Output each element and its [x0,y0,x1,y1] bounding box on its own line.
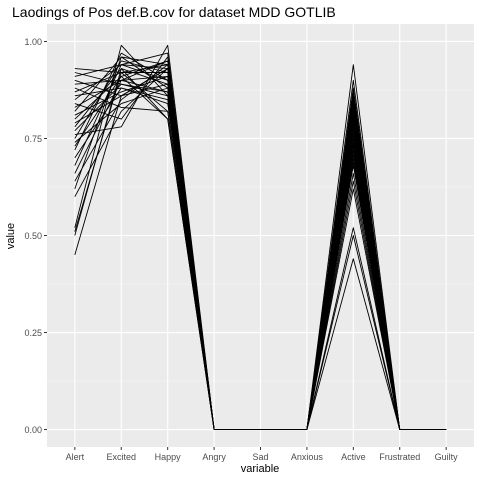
series-lines [74,44,447,430]
x-axis-label: variable [241,463,280,475]
series-line [74,64,447,430]
x-tick-label: Frustrated [379,452,420,462]
x-tick-label: Guilty [435,452,459,462]
y-tick-label: 1.00 [24,37,42,47]
y-axis: 0.00 0.25 0.50 0.75 1.00 [24,37,47,435]
y-tick-label: 0.25 [24,328,42,338]
x-tick-label: Alert [66,452,85,462]
x-tick-label: Anxious [291,452,324,462]
y-axis-label: value [5,223,17,249]
y-tick-label: 0.50 [24,231,42,241]
x-tick-label: Happy [155,452,182,462]
major-gridlines [47,24,474,447]
x-axis: Alert Excited Happy Angry Sad Anxious Active Fr… [66,447,459,462]
y-tick-label: 0.00 [24,425,42,435]
chart-title: Laodings of Pos def.B.cov for dataset MD… [12,4,336,20]
x-tick-label: Sad [252,452,268,462]
y-tick-label: 0.75 [24,134,42,144]
x-tick-label: Angry [202,452,226,462]
x-tick-label: Active [341,452,366,462]
x-tick-label: Excited [107,452,137,462]
